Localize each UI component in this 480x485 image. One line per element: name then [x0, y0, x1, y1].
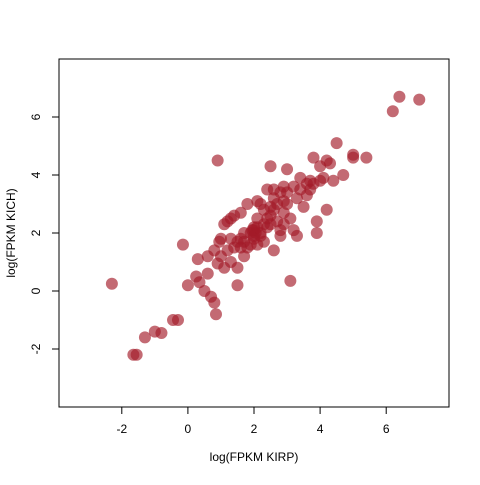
point — [304, 174, 317, 187]
point — [211, 154, 224, 167]
point — [251, 195, 264, 208]
point — [281, 163, 294, 176]
point — [191, 253, 204, 266]
point — [267, 244, 280, 257]
point — [264, 218, 277, 231]
y-tick-label: 6 — [29, 113, 43, 120]
y-tick-label: 4 — [29, 171, 43, 178]
point — [224, 212, 237, 225]
point — [413, 93, 426, 106]
point — [310, 215, 323, 228]
point — [105, 277, 118, 290]
point — [277, 218, 290, 231]
point — [360, 151, 373, 164]
point — [209, 308, 222, 321]
y-tick-label: 2 — [29, 229, 43, 236]
point — [181, 279, 194, 292]
point — [254, 229, 267, 242]
point — [267, 183, 280, 196]
x-tick-label: 6 — [383, 422, 390, 436]
point — [297, 200, 310, 213]
point — [201, 250, 214, 263]
point — [277, 180, 290, 193]
x-tick-label: 2 — [251, 422, 258, 436]
point — [176, 238, 189, 251]
point — [347, 148, 360, 161]
point — [274, 229, 287, 242]
point — [290, 229, 303, 242]
point — [155, 327, 168, 340]
x-tick-label: -2 — [116, 422, 127, 436]
y-axis-title: log(FPKM KICH) — [4, 188, 18, 277]
point — [317, 171, 330, 184]
point — [130, 348, 143, 361]
point — [310, 227, 323, 239]
point — [307, 151, 320, 164]
point — [393, 90, 406, 103]
point — [193, 276, 206, 289]
y-tick-label: 0 — [29, 287, 43, 294]
point — [234, 206, 247, 219]
point — [386, 105, 399, 118]
point — [284, 274, 297, 287]
point — [214, 232, 227, 245]
point — [264, 160, 277, 173]
point — [327, 174, 340, 187]
point — [324, 157, 337, 170]
point — [330, 137, 343, 150]
point — [337, 169, 350, 181]
point — [201, 267, 214, 280]
point — [231, 279, 244, 292]
point — [208, 296, 221, 309]
point — [241, 198, 254, 210]
x-tick-label: 0 — [185, 422, 192, 436]
point — [320, 203, 333, 216]
x-tick-label: 4 — [317, 422, 324, 436]
point — [267, 203, 280, 216]
point — [221, 244, 234, 257]
x-axis-title: log(FPKM KIRP) — [210, 450, 299, 464]
point — [171, 314, 184, 326]
point — [238, 235, 251, 248]
point — [138, 331, 151, 344]
point — [224, 232, 237, 245]
y-tick-label: -2 — [29, 343, 43, 354]
point — [231, 261, 244, 274]
